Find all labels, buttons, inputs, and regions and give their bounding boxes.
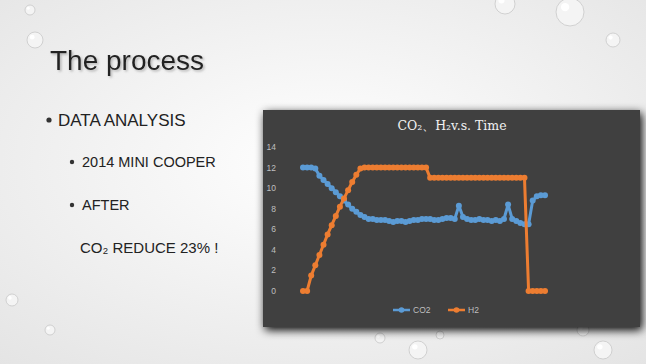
water-drop: [25, 5, 35, 15]
point-marker: [521, 175, 527, 181]
point-marker: [329, 222, 335, 228]
sub-bullet: AFTER: [82, 197, 130, 213]
point-marker: [456, 203, 462, 209]
point-marker: [501, 216, 507, 222]
y-tick-label: 6: [271, 224, 276, 234]
y-tick-label: 12: [267, 163, 277, 173]
background: [0, 0, 646, 364]
page: The process DATA ANALYSIS 2014 MINI COOPER…: [0, 0, 646, 364]
point-marker: [542, 288, 548, 294]
point-marker: [333, 213, 339, 219]
water-drop-highlight: [499, 0, 505, 4]
water-drop: [436, 331, 444, 339]
point-marker: [337, 204, 343, 210]
series-line: [303, 168, 545, 291]
water-drop: [556, 0, 584, 26]
y-tick-label: 10: [267, 183, 277, 193]
point-marker: [316, 252, 322, 258]
water-drop-highlight: [437, 332, 439, 334]
water-drop: [6, 294, 18, 306]
y-tick-label: 4: [271, 245, 276, 255]
note: CO₂ REDUCE 23% !: [80, 239, 218, 256]
legend-marker: [399, 307, 405, 313]
point-marker: [341, 195, 347, 201]
water-drop: [27, 32, 43, 48]
water-drop: [409, 341, 427, 359]
y-tick-label: 2: [271, 265, 276, 275]
point-marker: [345, 187, 351, 193]
water-drop-highlight: [30, 35, 35, 40]
point-marker: [308, 273, 314, 279]
point-marker: [542, 192, 548, 198]
bullet: DATA ANALYSIS: [58, 111, 186, 130]
plot-area: [300, 165, 548, 294]
sub-bullet-dot: [70, 203, 74, 207]
point-marker: [312, 262, 318, 268]
water-drop-highlight: [597, 344, 602, 349]
point-marker: [505, 202, 511, 208]
sub-bullet: 2014 MINI COOPER: [82, 154, 216, 170]
slide-title: The process: [50, 45, 204, 76]
water-drop-highlight: [27, 7, 30, 10]
water-drop-highlight: [377, 335, 380, 338]
point-marker: [304, 288, 310, 294]
point-marker: [353, 172, 359, 178]
legend-label: CO2: [413, 305, 431, 315]
point-marker: [452, 216, 458, 222]
point-marker: [321, 242, 327, 248]
chart-title: CO₂、H₂v.s. Time: [397, 118, 506, 133]
bullet-dot: [46, 117, 51, 122]
water-drop: [606, 33, 620, 47]
water-drop: [594, 341, 612, 359]
sub-bullet-dot: [70, 160, 74, 164]
water-drop-highlight: [8, 296, 12, 300]
water-drop-highlight: [412, 344, 417, 349]
legend-marker: [454, 307, 460, 313]
legend-label: H2: [468, 305, 479, 315]
water-drop: [375, 333, 385, 343]
water-drop: [45, 325, 55, 335]
series-line: [303, 168, 545, 225]
point-marker: [325, 231, 331, 237]
water-drop-highlight: [608, 35, 612, 39]
y-tick-label: 8: [271, 204, 276, 214]
point-marker: [423, 165, 429, 171]
chart-panel: [263, 110, 640, 327]
y-tick-label: 14: [267, 142, 277, 152]
water-drop: [495, 0, 515, 14]
point-marker: [312, 166, 318, 172]
y-tick-label: 0: [271, 286, 276, 296]
water-drop-highlight: [561, 3, 569, 11]
water-drop-highlight: [47, 327, 50, 330]
point-marker: [349, 179, 355, 185]
